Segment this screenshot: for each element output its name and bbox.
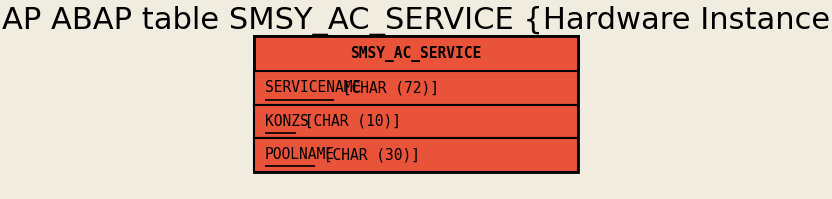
Text: [CHAR (72)]: [CHAR (72)] <box>334 80 438 96</box>
Bar <box>254 36 578 172</box>
Text: KONZS: KONZS <box>265 114 309 129</box>
Text: [CHAR (10)]: [CHAR (10)] <box>296 114 401 129</box>
Bar <box>254 138 578 172</box>
Bar <box>254 71 578 105</box>
Text: SMSY_AC_SERVICE: SMSY_AC_SERVICE <box>350 46 482 61</box>
Text: SERVICENAME: SERVICENAME <box>265 80 361 96</box>
Text: [CHAR (30)]: [CHAR (30)] <box>315 147 420 162</box>
Text: POOLNAME: POOLNAME <box>265 147 334 162</box>
Bar <box>254 36 578 71</box>
Bar <box>254 105 578 138</box>
Text: SAP ABAP table SMSY_AC_SERVICE {Hardware Instance}: SAP ABAP table SMSY_AC_SERVICE {Hardware… <box>0 6 832 36</box>
